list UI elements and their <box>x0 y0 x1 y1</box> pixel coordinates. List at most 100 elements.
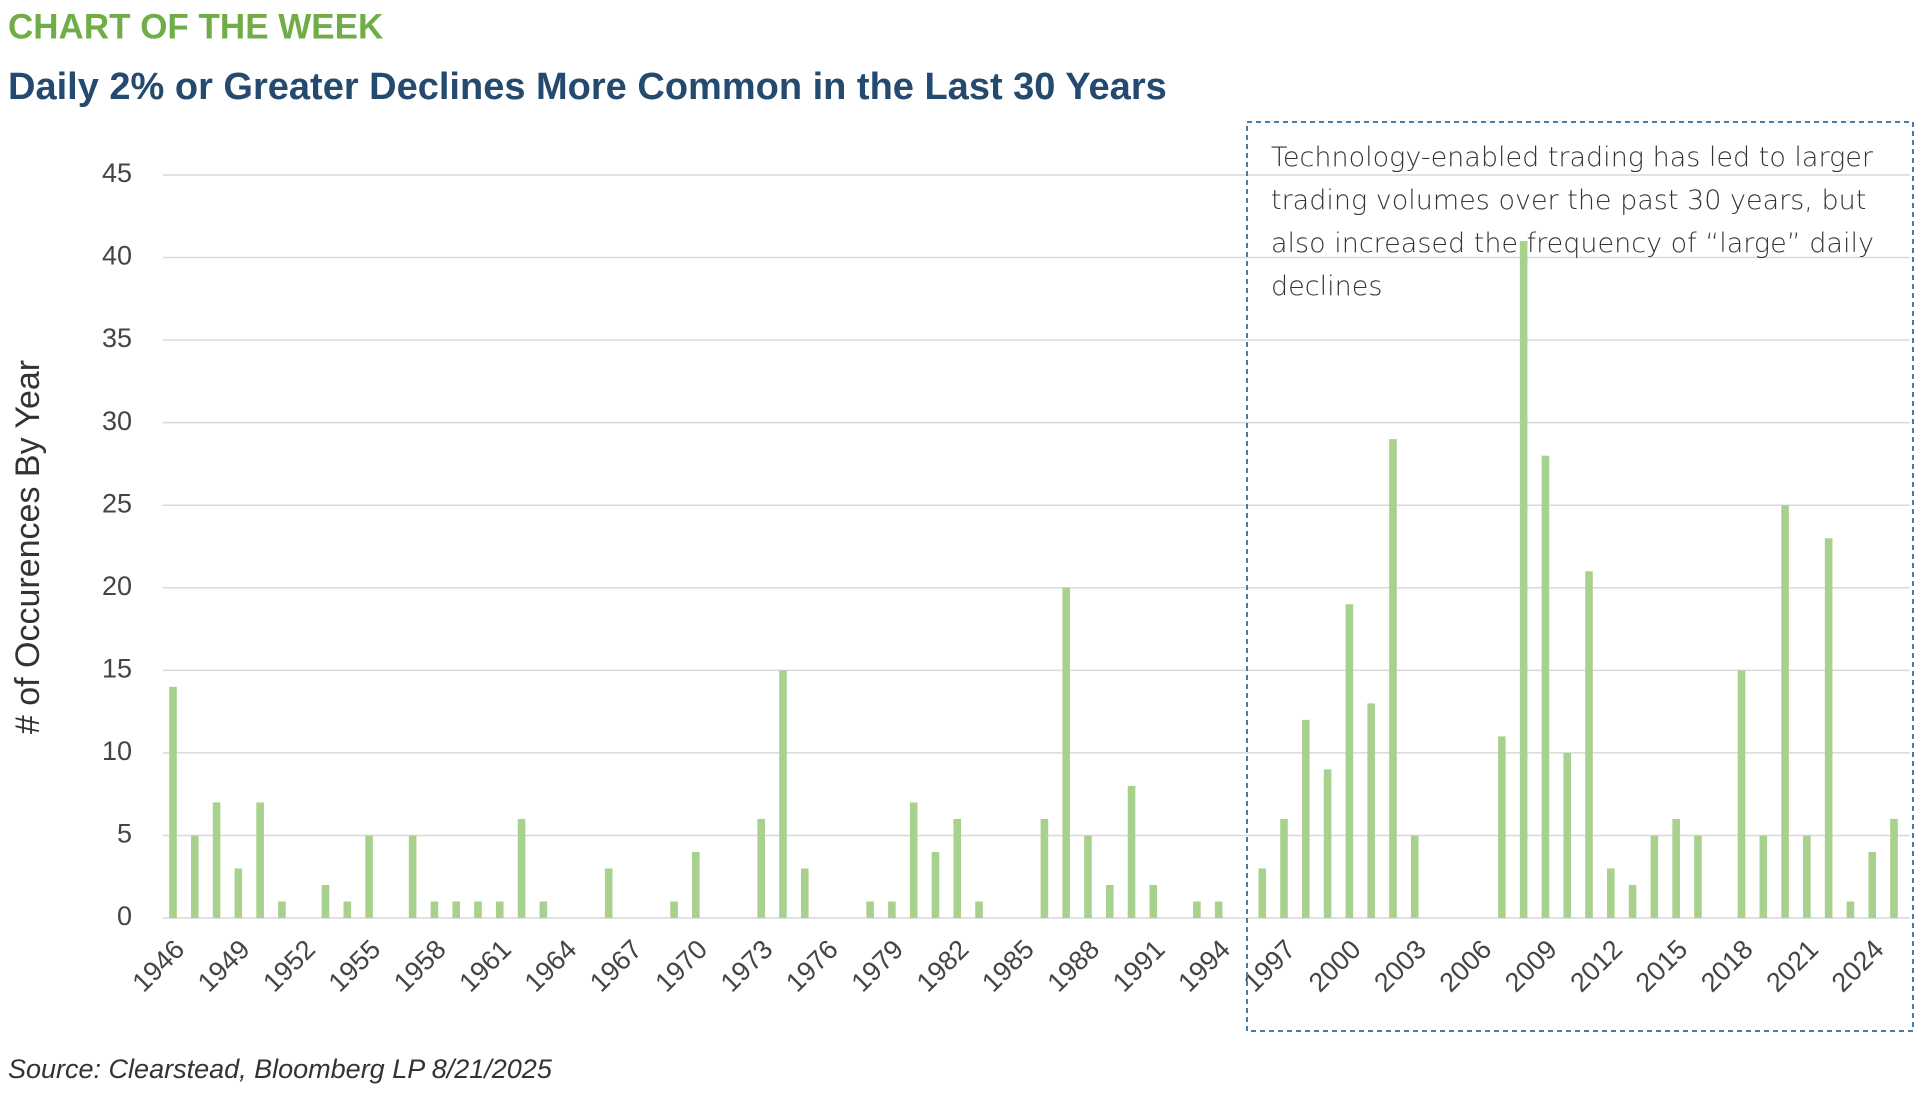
bar <box>169 686 177 918</box>
bar <box>1345 604 1354 918</box>
bar <box>256 802 264 918</box>
annotation-box <box>1246 121 1914 1032</box>
x-tick-label: 1973 <box>715 934 779 998</box>
bar <box>1781 505 1789 918</box>
x-tick-label: 1967 <box>584 934 648 998</box>
x-tick-label: 2006 <box>1434 934 1498 998</box>
bar <box>931 851 940 918</box>
bar <box>953 818 962 918</box>
bar <box>1149 884 1158 918</box>
x-tick-label: 1982 <box>911 934 975 998</box>
bar <box>234 868 243 918</box>
y-tick-label: 25 <box>102 488 132 518</box>
bar <box>1803 835 1811 918</box>
bar <box>278 901 286 918</box>
bar <box>1367 703 1375 918</box>
bar <box>888 901 896 918</box>
x-tick-label: 1994 <box>1172 934 1236 998</box>
bar <box>1563 752 1572 918</box>
bar <box>1040 818 1049 918</box>
bar <box>408 835 417 918</box>
bar <box>866 901 874 918</box>
bar <box>430 901 439 918</box>
y-tick-label: 30 <box>102 406 132 436</box>
y-tick-label: 5 <box>117 819 132 849</box>
bar <box>1759 835 1768 918</box>
bar <box>1280 818 1288 918</box>
x-tick-label: 1991 <box>1107 934 1171 998</box>
bar <box>452 901 461 918</box>
y-tick-label: 20 <box>102 571 132 601</box>
x-tick-label: 2000 <box>1303 934 1367 998</box>
x-tick-label: 2021 <box>1760 934 1824 998</box>
y-tick-label: 45 <box>102 158 132 188</box>
x-tick-label: 1961 <box>453 934 517 998</box>
x-tick-label: 1952 <box>257 934 321 998</box>
bar <box>190 835 199 918</box>
bar <box>1127 785 1136 918</box>
bar <box>1650 835 1659 918</box>
x-tick-label: 1979 <box>845 934 909 998</box>
bar <box>975 901 983 918</box>
y-tick-label: 35 <box>102 323 132 353</box>
x-tick-label: 2009 <box>1499 934 1563 998</box>
y-tick-label: 40 <box>102 241 132 271</box>
bar <box>1672 818 1680 918</box>
bar <box>1519 241 1528 919</box>
bar <box>1890 818 1898 918</box>
x-tick-label: 2003 <box>1368 934 1432 998</box>
bar <box>1606 868 1615 918</box>
bar <box>539 901 548 918</box>
bar <box>1062 587 1070 918</box>
x-tick-label: 2015 <box>1630 934 1694 998</box>
y-axis-label: # of Occurences By Year <box>9 360 47 734</box>
bar <box>343 901 352 918</box>
bar <box>670 901 678 918</box>
bar <box>1105 884 1114 918</box>
bar <box>1323 769 1332 918</box>
x-tick-label: 2018 <box>1695 934 1759 998</box>
bar <box>909 802 918 918</box>
bar <box>495 901 504 918</box>
bar <box>1694 835 1702 918</box>
bar <box>1410 835 1419 918</box>
x-tick-label: 1985 <box>976 934 1040 998</box>
bar <box>779 670 787 918</box>
x-tick-label: 1970 <box>649 934 713 998</box>
source: Source: Clearstead, Bloomberg LP 8/21/20… <box>8 1054 553 1084</box>
bar <box>1084 835 1092 918</box>
bar <box>692 851 700 918</box>
bar <box>800 868 809 918</box>
x-tick-label: 1946 <box>127 934 191 998</box>
x-tick-label: 1949 <box>192 934 256 998</box>
bar <box>212 802 221 918</box>
bar <box>1389 439 1397 918</box>
x-tick-label: 1964 <box>519 934 583 998</box>
bar <box>365 835 373 918</box>
x-tick-label: 2012 <box>1564 934 1628 998</box>
bar <box>1302 719 1310 918</box>
x-tick-label: 2024 <box>1826 934 1890 998</box>
bar <box>1585 571 1593 918</box>
x-tick-label: 1976 <box>780 934 844 998</box>
kicker: CHART OF THE WEEK <box>8 7 383 46</box>
bar <box>1846 901 1855 918</box>
y-tick-label: 15 <box>102 653 132 683</box>
annotation: Technology-enabled trading has led to la… <box>1271 142 1874 302</box>
x-tick-label: 1958 <box>388 934 452 998</box>
y-tick-label: 0 <box>117 901 132 931</box>
bar <box>1214 901 1223 918</box>
bar <box>1824 538 1833 918</box>
bar <box>757 818 765 918</box>
bar <box>1868 851 1877 918</box>
chart-title: Daily 2% or Greater Declines More Common… <box>8 66 1167 108</box>
bar <box>474 901 482 918</box>
bar <box>1628 884 1637 918</box>
bar <box>1258 868 1267 918</box>
x-tick-label: 1955 <box>323 934 387 998</box>
bar <box>1737 670 1746 918</box>
bar <box>604 868 613 918</box>
bar <box>1498 736 1506 918</box>
bar <box>1541 455 1550 918</box>
